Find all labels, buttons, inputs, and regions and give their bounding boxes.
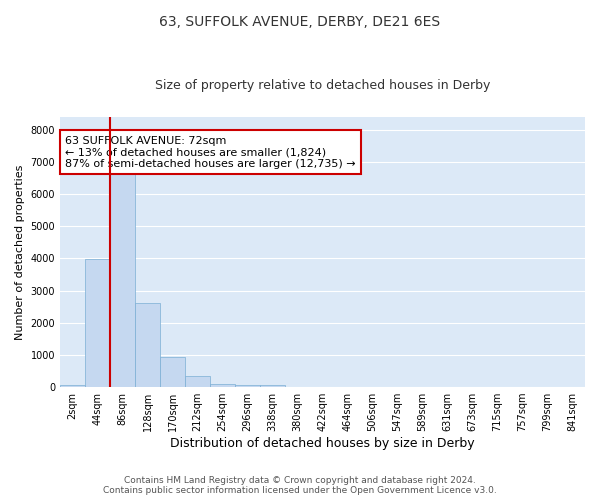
Bar <box>110 174 135 387</box>
X-axis label: Distribution of detached houses by size in Derby: Distribution of detached houses by size … <box>170 437 475 450</box>
Title: Size of property relative to detached houses in Derby: Size of property relative to detached ho… <box>155 79 490 92</box>
Bar <box>235 385 260 387</box>
Bar <box>210 384 235 387</box>
Bar <box>135 303 160 387</box>
Bar <box>185 376 210 387</box>
Bar <box>160 356 185 387</box>
Text: 63, SUFFOLK AVENUE, DERBY, DE21 6ES: 63, SUFFOLK AVENUE, DERBY, DE21 6ES <box>160 15 440 29</box>
Bar <box>260 386 285 387</box>
Bar <box>60 386 85 387</box>
Text: 63 SUFFOLK AVENUE: 72sqm
← 13% of detached houses are smaller (1,824)
87% of sem: 63 SUFFOLK AVENUE: 72sqm ← 13% of detach… <box>65 136 356 169</box>
Bar <box>85 259 110 387</box>
Text: Contains HM Land Registry data © Crown copyright and database right 2024.
Contai: Contains HM Land Registry data © Crown c… <box>103 476 497 495</box>
Y-axis label: Number of detached properties: Number of detached properties <box>15 164 25 340</box>
